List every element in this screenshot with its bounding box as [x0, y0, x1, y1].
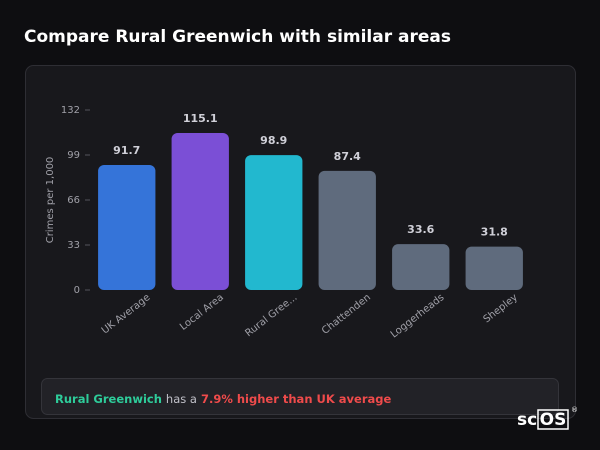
summary: Rural Greenwich has a 7.9% higher than U… [55, 392, 391, 406]
bar [318, 170, 376, 290]
summary-box [41, 378, 559, 415]
bar [465, 246, 523, 290]
y-tick-label: 33 [67, 240, 80, 251]
value-label: 33.6 [407, 223, 434, 236]
y-tick-label: 99 [67, 150, 80, 161]
y-tick-label: 132 [61, 105, 80, 116]
summary-area: Rural Greenwich [55, 392, 162, 406]
logo-mark: ® [571, 406, 578, 414]
y-tick-label: 0 [74, 285, 80, 296]
value-label: 98.9 [260, 134, 287, 147]
logo-boxed: OS [540, 410, 567, 430]
bar [98, 164, 156, 290]
summary-text: has a [166, 392, 197, 406]
value-label: 91.7 [113, 144, 140, 157]
logo: sc OS ® [517, 406, 578, 430]
value-label: 115.1 [183, 112, 218, 125]
logo-box [537, 409, 569, 430]
bar [171, 133, 229, 290]
y-axis-label: Crimes per 1,000 [45, 157, 56, 244]
summary-highlight: 7.9% higher than UK average [201, 392, 392, 406]
logo-prefix: sc [517, 410, 537, 430]
chart-title: Compare Rural Greenwich with similar are… [24, 27, 451, 47]
y-tick-label: 66 [67, 195, 80, 206]
value-label: 31.8 [481, 226, 508, 239]
value-label: 87.4 [334, 150, 361, 163]
bar [392, 244, 450, 290]
bar [245, 155, 303, 290]
